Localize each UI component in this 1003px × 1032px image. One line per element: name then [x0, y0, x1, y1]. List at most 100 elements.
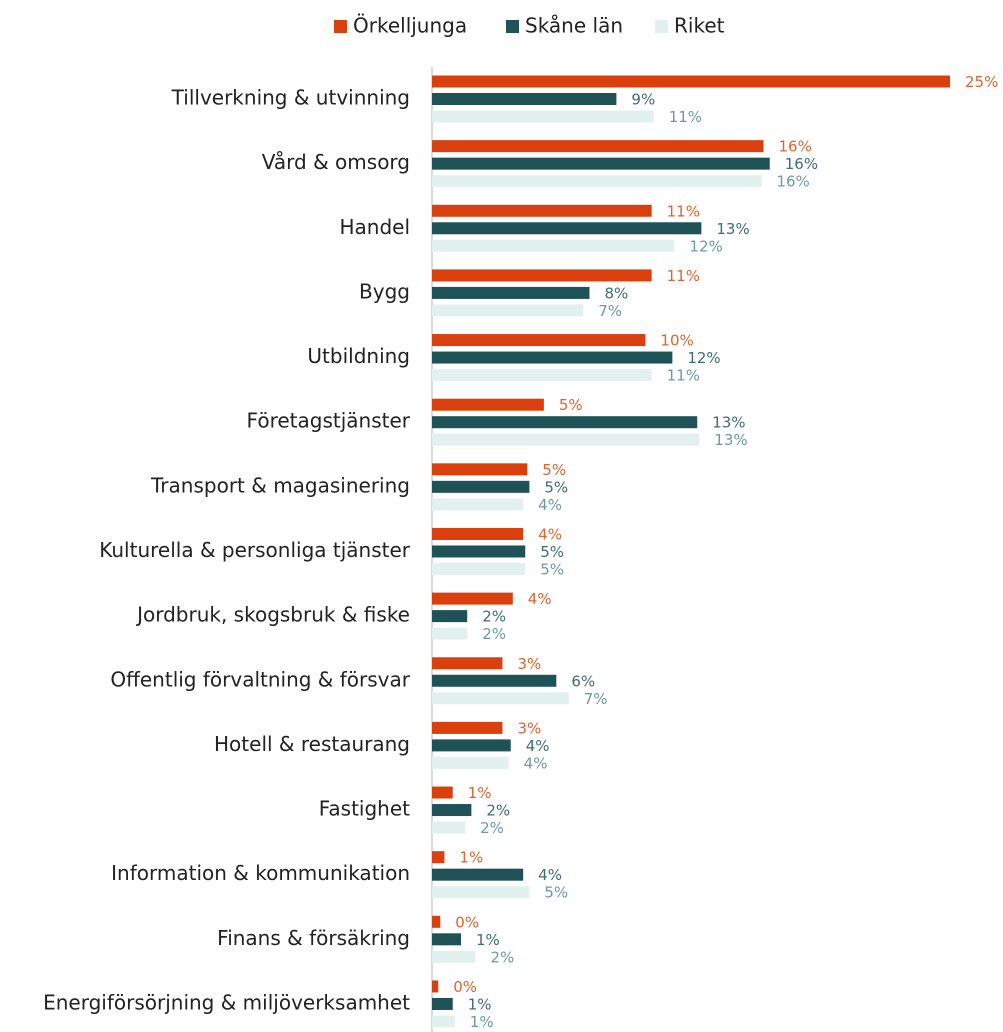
value-label: 1%	[476, 931, 500, 949]
value-label: 2%	[482, 625, 506, 643]
bar	[432, 463, 528, 476]
bar	[432, 1015, 455, 1028]
bar	[432, 868, 524, 881]
value-label: 4%	[538, 525, 562, 543]
value-label: 8%	[604, 284, 628, 302]
legend-label: Skåne län	[525, 14, 623, 38]
value-label: 13%	[716, 220, 749, 238]
legend-label: Riket	[674, 14, 725, 38]
value-label: 1%	[459, 849, 483, 867]
value-label: 0%	[455, 913, 479, 931]
category-label: Energiförsörjning & miljöverksamhet	[43, 990, 410, 1014]
value-label: 7%	[598, 302, 622, 320]
value-label: 6%	[571, 672, 595, 690]
value-label: 1%	[468, 784, 492, 802]
value-label: 9%	[631, 91, 655, 109]
value-label: 2%	[482, 608, 506, 626]
value-label: 10%	[660, 332, 693, 350]
bar	[432, 739, 511, 752]
value-label: 11%	[667, 267, 700, 285]
value-label: 5%	[559, 396, 583, 414]
bar	[432, 786, 453, 799]
bar	[432, 610, 468, 623]
bar	[432, 562, 526, 575]
bar	[432, 804, 472, 817]
category-label: Handel	[339, 215, 410, 239]
bar	[432, 915, 441, 928]
value-label: 0%	[453, 978, 477, 996]
bar	[432, 93, 617, 105]
value-label: 3%	[517, 719, 541, 737]
value-label: 13%	[712, 414, 745, 432]
value-label: 16%	[776, 173, 809, 191]
value-label: 2%	[491, 948, 515, 966]
category-label: Hotell & restaurang	[214, 732, 410, 756]
value-label: 11%	[667, 202, 700, 220]
bar	[432, 286, 590, 299]
value-label: 4%	[538, 496, 562, 514]
bar	[432, 140, 764, 153]
value-label: 16%	[779, 138, 812, 156]
category-label: Jordbruk, skogsbruk & fiske	[135, 603, 410, 627]
bar	[432, 369, 652, 382]
value-label: 5%	[540, 560, 564, 578]
value-label: 5%	[544, 478, 568, 496]
value-label: 1%	[470, 1013, 494, 1031]
category-label: Information & kommunikation	[111, 861, 410, 885]
bar	[432, 997, 453, 1010]
value-label: 4%	[526, 737, 550, 755]
bar	[432, 416, 698, 429]
value-label: 11%	[667, 367, 700, 385]
bar	[432, 545, 526, 558]
bar	[432, 239, 675, 252]
bar	[432, 674, 557, 687]
legend-label: Örkelljunga	[353, 14, 467, 38]
value-label: 12%	[689, 237, 722, 255]
value-label: 11%	[669, 108, 702, 126]
value-label: 3%	[517, 655, 541, 673]
value-label: 5%	[542, 461, 566, 479]
value-label: 7%	[584, 690, 608, 708]
category-label: Finans & försäkring	[217, 926, 410, 950]
value-label: 4%	[524, 754, 548, 772]
bar	[432, 692, 569, 705]
bar	[432, 592, 513, 605]
bar	[432, 821, 466, 834]
value-label: 4%	[528, 590, 552, 608]
bar	[432, 175, 762, 188]
value-label: 2%	[480, 819, 504, 837]
bar	[432, 433, 700, 446]
bar	[432, 498, 524, 511]
bar	[432, 480, 530, 493]
value-label: 2%	[486, 802, 510, 820]
category-label: Transport & magasinering	[150, 473, 410, 497]
bar	[432, 657, 503, 670]
category-label: Tillverkning & utvinning	[171, 86, 410, 110]
legend-swatch	[655, 20, 668, 33]
bar	[432, 222, 702, 235]
bar	[432, 334, 646, 347]
bar	[432, 950, 476, 963]
category-label: Offentlig förvaltning & försvar	[110, 667, 410, 691]
value-label: 1%	[468, 995, 492, 1013]
category-label: Utbildning	[307, 344, 410, 368]
bar	[432, 75, 950, 88]
legend-swatch	[506, 20, 519, 33]
bar	[432, 269, 652, 282]
value-label: 4%	[538, 866, 562, 884]
bar	[432, 721, 503, 734]
bar	[432, 204, 652, 217]
category-label: Fastighet	[319, 797, 410, 821]
category-label: Företagstjänster	[247, 409, 411, 433]
value-label: 25%	[965, 73, 998, 91]
bar	[432, 756, 509, 769]
bar	[432, 157, 770, 170]
value-label: 13%	[714, 431, 747, 449]
value-label: 5%	[544, 884, 568, 902]
category-label: Kulturella & personliga tjänster	[99, 538, 411, 562]
bar	[432, 527, 524, 540]
bar	[432, 627, 468, 640]
bar	[432, 398, 544, 411]
category-label: Vård & omsorg	[262, 150, 410, 174]
